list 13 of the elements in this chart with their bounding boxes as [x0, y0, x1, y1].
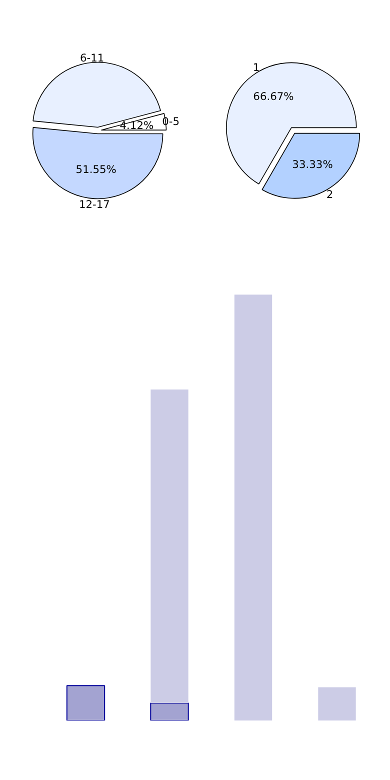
data-label: 51.55% — [76, 162, 116, 176]
data-label: 4.12% — [120, 118, 154, 132]
data-label: 66.67% — [253, 90, 294, 104]
data-label: 33.33% — [292, 158, 333, 171]
slice-label: 6-11 — [80, 51, 104, 64]
bar — [150, 702, 189, 720]
bar — [66, 685, 106, 720]
slice-label: 2 — [326, 188, 334, 202]
slice-label: 1 — [252, 60, 260, 74]
bar — [318, 687, 356, 720]
bar — [150, 390, 188, 704]
slice-label: 12-17 — [78, 198, 110, 211]
bar — [234, 294, 272, 720]
